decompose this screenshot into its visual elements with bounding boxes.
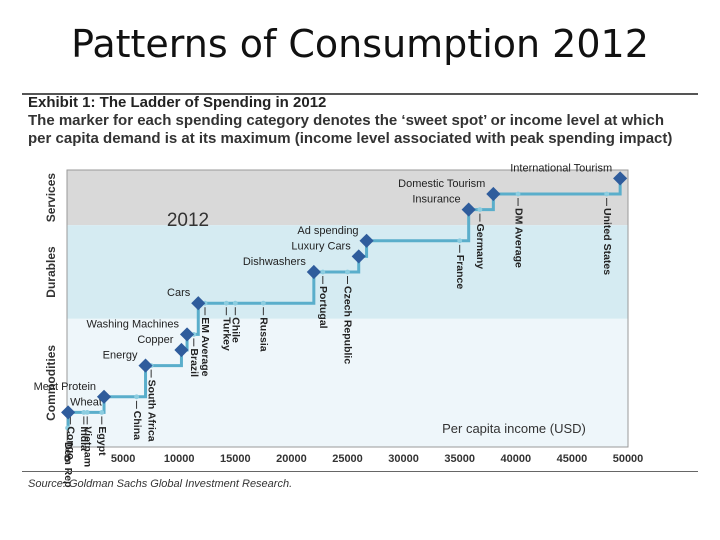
category-marker bbox=[138, 358, 153, 373]
country-label: Russia bbox=[258, 317, 270, 352]
category-marker bbox=[96, 389, 112, 404]
category-label: Domestic Tourism bbox=[398, 178, 485, 190]
country-label: United States bbox=[601, 208, 613, 275]
x-tick-label: 40000 bbox=[501, 453, 532, 465]
band-label-commodities: Commodities bbox=[44, 345, 58, 421]
country-label: Vietnam bbox=[81, 426, 93, 467]
category-marker bbox=[61, 405, 76, 420]
country-label: Egypt bbox=[96, 426, 108, 456]
category-marker bbox=[613, 171, 628, 186]
country-marker bbox=[84, 410, 90, 415]
band-label-services: Services bbox=[44, 173, 58, 223]
country-label: South Africa bbox=[145, 380, 157, 442]
country-label: Portugal bbox=[317, 286, 329, 329]
plot-frame bbox=[66, 169, 629, 448]
slide-title: Patterns of Consumption 2012 bbox=[71, 22, 649, 66]
category-label: Washing Machines bbox=[87, 318, 180, 330]
category-marker bbox=[191, 296, 206, 311]
category-marker bbox=[461, 202, 476, 217]
chart-year-label: 2012 bbox=[167, 210, 209, 231]
country-label: Dem Rep bbox=[62, 442, 74, 488]
country-label: EM Average bbox=[199, 317, 211, 376]
exhibit-title: Exhibit 1: The Ladder of Spending in 201… bbox=[28, 94, 327, 111]
x-tick-label: 0 bbox=[64, 453, 70, 465]
category-label: Ad spending bbox=[297, 225, 358, 237]
category-label: Copper bbox=[137, 334, 173, 346]
country-marker bbox=[477, 207, 483, 213]
x-tick-label: 45000 bbox=[557, 453, 588, 465]
country-marker bbox=[65, 425, 70, 431]
band-services bbox=[67, 170, 628, 226]
category-marker bbox=[174, 342, 189, 358]
x-tick-label: 15000 bbox=[220, 453, 251, 465]
category-marker bbox=[359, 233, 374, 248]
country-marker bbox=[457, 238, 463, 244]
category-label: Luxury Cars bbox=[291, 240, 351, 252]
category-label: Insurance bbox=[412, 194, 460, 206]
country-marker bbox=[260, 300, 266, 306]
country-label: Brazil bbox=[188, 348, 200, 377]
country-label: Czech Republic bbox=[342, 286, 354, 364]
category-label: Energy bbox=[103, 350, 138, 362]
category-label: Meat Protein bbox=[34, 381, 96, 393]
category-marker bbox=[179, 327, 195, 342]
top-rule bbox=[22, 93, 698, 95]
country-marker bbox=[134, 394, 139, 400]
country-marker bbox=[604, 191, 610, 197]
category-label: Cars bbox=[167, 287, 191, 299]
x-axis-label: Per capita income (USD) bbox=[442, 421, 586, 436]
category-label: Dishwashers bbox=[243, 256, 306, 268]
country-marker bbox=[345, 269, 350, 275]
category-marker bbox=[306, 264, 321, 280]
country-label: China bbox=[131, 411, 143, 440]
country-label: Germany bbox=[474, 224, 486, 270]
category-label: Wheat bbox=[70, 396, 102, 408]
x-tick-label: 20000 bbox=[276, 453, 307, 465]
country-marker bbox=[81, 410, 87, 415]
country-label: DM Average bbox=[512, 208, 524, 268]
x-tick-label: 50000 bbox=[613, 453, 644, 465]
country-marker bbox=[320, 269, 326, 275]
country-marker bbox=[515, 191, 521, 197]
category-label: International Tourism bbox=[510, 162, 612, 174]
band-commodities bbox=[67, 318, 628, 447]
country-label: Congo bbox=[65, 426, 77, 459]
source-note: Source: Goldman Sachs Global Investment … bbox=[28, 478, 293, 490]
country-label: Turkey bbox=[221, 317, 233, 351]
country-label: India bbox=[78, 426, 90, 451]
x-tick-label: 30000 bbox=[388, 453, 419, 465]
x-tick-label: 25000 bbox=[332, 453, 363, 465]
country-label: France bbox=[454, 255, 466, 290]
x-tick-label: 10000 bbox=[164, 453, 195, 465]
bottom-rule bbox=[22, 471, 698, 472]
country-marker bbox=[99, 410, 105, 415]
x-tick-label: 35000 bbox=[444, 453, 475, 465]
band-label-durables: Durables bbox=[44, 246, 58, 298]
country-label: Chile bbox=[230, 317, 242, 343]
exhibit-subtitle: The marker for each spending category de… bbox=[28, 112, 673, 147]
category-marker bbox=[351, 249, 366, 264]
category-marker bbox=[486, 186, 501, 202]
x-tick-label: 5000 bbox=[111, 453, 135, 465]
country-marker bbox=[223, 300, 229, 306]
country-marker bbox=[232, 300, 238, 306]
